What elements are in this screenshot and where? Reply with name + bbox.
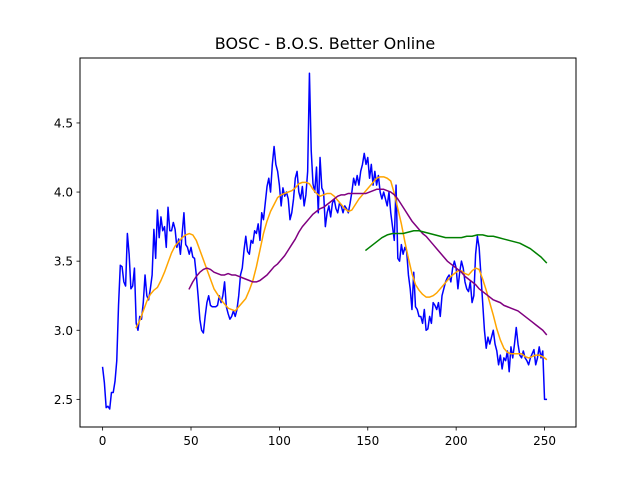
x-tick-label: 50: [183, 434, 198, 448]
x-tick-label: 0: [99, 434, 107, 448]
y-axis: 2.5 3.0 3.5 4.0 4.5: [54, 116, 80, 407]
y-tick-label: 4.0: [54, 186, 73, 200]
x-axis: 0 50 100 150 200 250: [99, 427, 556, 448]
y-tick-label: 2.5: [54, 393, 73, 407]
y-tick-label: 3.5: [54, 255, 73, 269]
series-line-3: [364, 230, 548, 264]
series-layer: [101, 72, 548, 410]
series-line-2: [188, 188, 548, 336]
x-tick-label: 150: [356, 434, 379, 448]
x-tick-label: 200: [445, 434, 468, 448]
series-line-1: [135, 176, 548, 361]
x-tick-label: 100: [268, 434, 291, 448]
x-tick-label: 250: [533, 434, 556, 448]
chart-title: BOSC - B.O.S. Better Online: [215, 34, 435, 53]
plot-area-frame: [79, 57, 577, 428]
y-tick-label: 3.0: [54, 324, 73, 338]
y-tick-label: 4.5: [54, 116, 73, 130]
